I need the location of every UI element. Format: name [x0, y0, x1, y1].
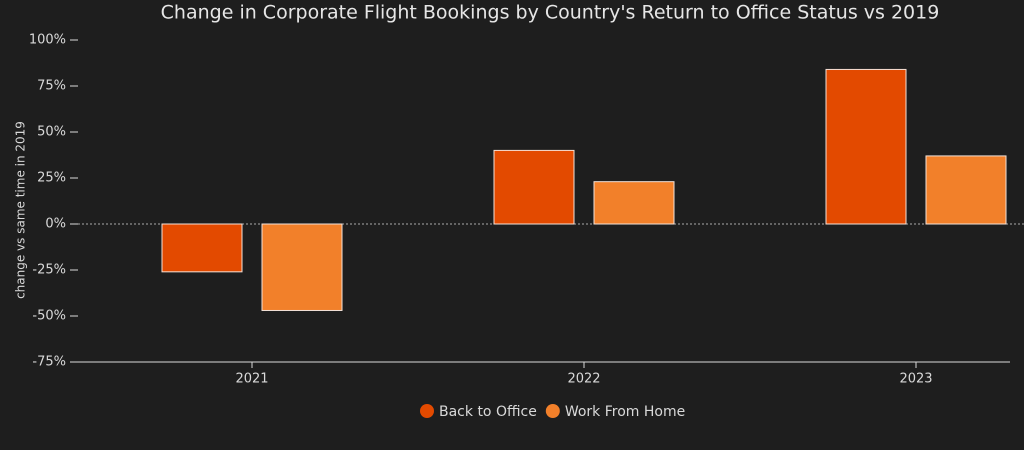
y-tick-label: -50%: [32, 309, 66, 324]
y-tick-label: 100%: [29, 33, 66, 48]
bar: [925, 155, 1007, 225]
legend-label: Work From Home: [565, 404, 685, 420]
y-tick-label: 50%: [37, 125, 66, 140]
bar: [593, 181, 675, 225]
bar: [161, 223, 243, 273]
y-tick-label: -25%: [32, 263, 66, 278]
x-tick-label: 2021: [235, 372, 268, 387]
y-axis-label: change vs same time in 2019: [14, 121, 28, 299]
chart-title: Change in Corporate Flight Bookings by C…: [161, 2, 940, 24]
bar: [493, 149, 575, 225]
y-tick-label: 25%: [37, 171, 66, 186]
y-tick-label: -75%: [32, 355, 66, 370]
y-tick-label: 75%: [37, 79, 66, 94]
legend-marker: [545, 404, 560, 418]
legend-marker: [420, 404, 434, 418]
x-tick-label: 2022: [567, 372, 600, 387]
bar: [825, 68, 907, 225]
y-tick-label: 0%: [45, 217, 66, 232]
legend-label: Back to Office: [439, 404, 537, 420]
x-tick-label: 2023: [899, 372, 932, 387]
bar: [261, 223, 343, 311]
